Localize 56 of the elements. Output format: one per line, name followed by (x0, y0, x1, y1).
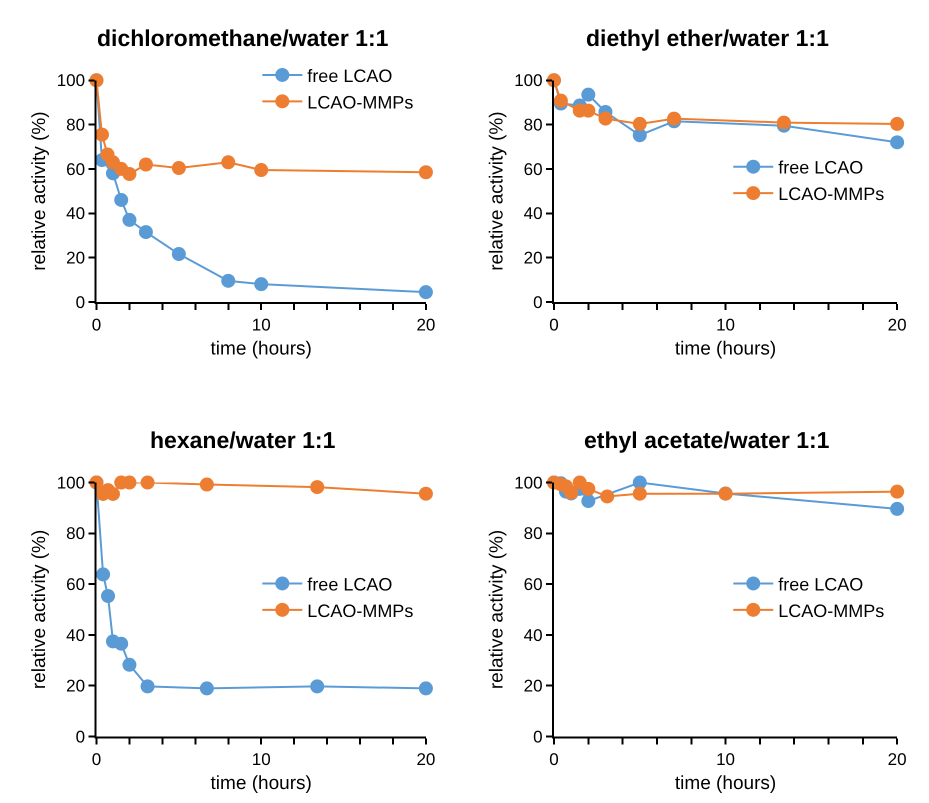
chart-title: hexane/water 1:1 (150, 427, 336, 453)
y-tick-label: 100 (514, 71, 543, 90)
legend-label: free LCAO (307, 574, 392, 594)
x-axis-title: time (hours) (674, 773, 776, 794)
y-tick-label: 20 (524, 676, 543, 696)
y-axis-title: relative activity (%) (486, 111, 508, 271)
chart-title: ethyl acetate/water 1:1 (584, 427, 830, 453)
x-tick-label: 10 (716, 315, 736, 334)
y-tick-label: 100 (514, 473, 543, 492)
legend-label: LCAO-MMPs (307, 92, 414, 112)
legend-label: LCAO-MMPs (778, 184, 884, 204)
x-tick-label: 10 (716, 750, 736, 769)
y-tick-label: 100 (56, 71, 86, 90)
y-tick-label: 60 (66, 575, 86, 594)
chart-title: diethyl ether/water 1:1 (586, 25, 830, 51)
x-tick-label: 20 (888, 750, 907, 769)
x-tick-label: 20 (888, 315, 907, 334)
x-axis-title: time (hours) (210, 338, 312, 360)
y-tick-label: 0 (533, 292, 543, 312)
y-tick-label: 0 (76, 292, 86, 312)
x-tick-label: 20 (416, 750, 436, 769)
legend-label: LCAO-MMPs (307, 600, 414, 621)
y-tick-label: 40 (524, 204, 543, 224)
y-tick-label: 80 (524, 524, 543, 544)
x-axis-title: time (hours) (210, 773, 312, 794)
y-axis-title: relative activity (%) (486, 530, 508, 690)
y-tick-label: 0 (533, 727, 543, 746)
chart-title: dichloromethane/water 1:1 (97, 25, 389, 51)
x-tick-label: 0 (549, 315, 559, 334)
y-tick-label: 0 (76, 727, 86, 746)
y-axis-title: relative activity (%) (29, 111, 50, 271)
x-tick-label: 0 (92, 750, 102, 769)
y-tick-label: 40 (66, 626, 86, 645)
y-tick-label: 60 (66, 160, 86, 179)
legend-label: free LCAO (778, 158, 864, 178)
y-tick-label: 80 (524, 116, 543, 135)
y-tick-label: 20 (524, 248, 543, 268)
legend-label: free LCAO (307, 66, 392, 86)
y-tick-label: 20 (66, 248, 86, 268)
y-tick-label: 80 (66, 524, 86, 544)
y-tick-label: 20 (66, 676, 86, 696)
x-tick-label: 0 (549, 750, 559, 769)
y-tick-label: 40 (66, 204, 86, 224)
x-tick-label: 10 (252, 750, 271, 769)
y-tick-label: 60 (524, 160, 543, 179)
y-axis-title: relative activity (%) (29, 530, 50, 690)
y-tick-label: 80 (66, 116, 86, 135)
legend-label: LCAO-MMPs (778, 600, 884, 621)
x-tick-label: 0 (92, 315, 102, 334)
y-tick-label: 100 (56, 473, 86, 492)
legend-label: free LCAO (778, 574, 864, 594)
x-tick-label: 20 (416, 315, 436, 334)
y-tick-label: 60 (524, 575, 543, 594)
x-axis-title: time (hours) (674, 338, 776, 360)
x-tick-label: 10 (252, 315, 271, 334)
y-tick-label: 40 (524, 626, 543, 645)
